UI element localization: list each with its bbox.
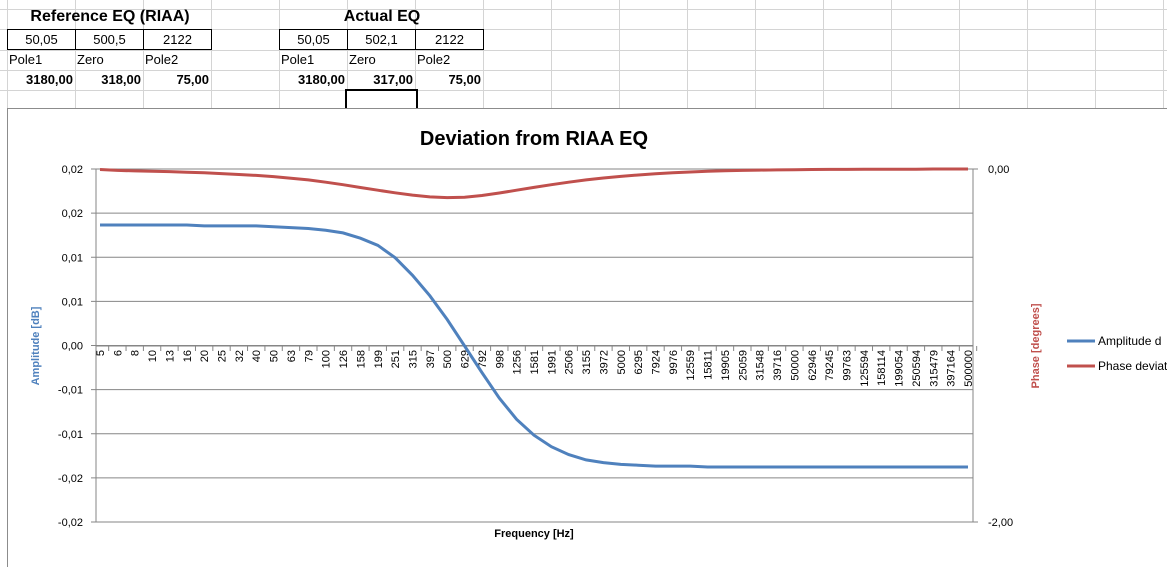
- y-tick-label: -0,02: [58, 517, 83, 529]
- x-tick-label: 62946: [807, 350, 819, 381]
- x-tick-label: 792: [477, 350, 489, 368]
- x-axis-title: Frequency [Hz]: [494, 528, 574, 540]
- x-tick-label: 397: [425, 350, 437, 368]
- x-tick-label: 126: [338, 350, 350, 368]
- x-tick-label: 32: [234, 350, 246, 362]
- y-tick-label: 0,02: [62, 164, 83, 176]
- x-tick-label: 199: [373, 350, 385, 368]
- x-tick-label: 16: [182, 350, 194, 362]
- x-tick-label: 50: [269, 350, 281, 362]
- actual-pole2-frequency[interactable]: 2122: [415, 29, 484, 50]
- reference-zero-timeconstant[interactable]: 318,00: [101, 72, 141, 87]
- x-tick-label: 500000: [963, 350, 975, 387]
- y2-tick-label: -2,00: [988, 517, 1013, 529]
- x-tick-label: 100: [321, 350, 333, 368]
- x-tick-label: 19905: [720, 350, 732, 381]
- x-tick-label: 79245: [824, 350, 836, 381]
- x-tick-label: 1256: [512, 350, 524, 374]
- x-tick-label: 6295: [633, 350, 645, 374]
- reference-eq-title[interactable]: Reference EQ (RIAA): [30, 8, 190, 25]
- reference-pole1-frequency[interactable]: 50,05: [7, 29, 76, 50]
- chart-title: Deviation from RIAA EQ: [420, 128, 648, 150]
- actual-eq-title[interactable]: Actual EQ: [343, 8, 421, 25]
- x-tick-label: 1581: [529, 350, 541, 374]
- reference-pole2-label[interactable]: Pole2: [145, 52, 179, 67]
- x-tick-label: 1991: [546, 350, 558, 374]
- actual-zero-label[interactable]: Zero: [349, 52, 376, 67]
- reference-zero-frequency[interactable]: 500,5: [75, 29, 144, 50]
- y-tick-label: 0,02: [62, 208, 83, 220]
- y-tick-label: -0,01: [58, 385, 83, 397]
- amplitude-deviation-line: [100, 223, 968, 469]
- y2-tick-label: 0,00: [988, 164, 1009, 176]
- reference-zero-label[interactable]: Zero: [77, 52, 104, 67]
- x-tick-label: 8: [130, 350, 142, 356]
- y-tick-label: 0,01: [62, 252, 83, 264]
- reference-pole2-timeconstant[interactable]: 75,00: [176, 72, 209, 87]
- deviation-chart: 0,02 0,02 0,01 0,01 0,00 -0,01 -0,01 -0,02 -0,02…: [30, 128, 1167, 540]
- x-tick-label: 3972: [598, 350, 610, 374]
- y-tick-label: 0,01: [62, 296, 83, 308]
- actual-zero-timeconstant[interactable]: 317,00: [373, 72, 413, 87]
- x-tick-label: 500: [442, 350, 454, 368]
- x-tick-label: 315479: [928, 350, 940, 387]
- x-tick-label: 158: [355, 350, 367, 368]
- actual-pole1-label[interactable]: Pole1: [281, 52, 315, 67]
- x-tick-label: 3155: [581, 350, 593, 374]
- x-tick-label: 25: [217, 350, 229, 362]
- reference-pole2-frequency[interactable]: 2122: [143, 29, 212, 50]
- y2-axis-title: Phase [degrees]: [1030, 303, 1042, 388]
- x-tick-label: 5000: [616, 350, 628, 374]
- x-tick-label: 315: [407, 350, 419, 368]
- x-tick-label: 31548: [755, 350, 767, 381]
- x-tick-label: 40: [251, 350, 263, 362]
- x-tick-label: 12559: [685, 350, 697, 381]
- x-tick-label: 63: [286, 350, 298, 362]
- x-tick-label: 13: [164, 350, 176, 362]
- reference-pole1-timeconstant[interactable]: 3180,00: [26, 72, 73, 87]
- x-tick-label: 251: [390, 350, 402, 368]
- actual-pole1-frequency[interactable]: 50,05: [279, 29, 348, 50]
- x-tick-label: 15811: [703, 350, 715, 380]
- x-tick-label: 99763: [841, 350, 853, 381]
- x-tick-label: 25059: [737, 350, 749, 381]
- actual-pole1-timeconstant[interactable]: 3180,00: [298, 72, 345, 87]
- actual-pole2-label[interactable]: Pole2: [417, 52, 451, 67]
- x-tick-label: 998: [494, 350, 506, 368]
- x-tick-label: 6: [112, 350, 124, 356]
- actual-pole2-timeconstant[interactable]: 75,00: [448, 72, 481, 87]
- reference-pole1-label[interactable]: Pole1: [9, 52, 43, 67]
- y-tick-label: 0,00: [62, 341, 83, 353]
- y-axis-title: Amplitude [dB]: [30, 306, 42, 385]
- chart-object[interactable]: 0,02 0,02 0,01 0,01 0,00 -0,01 -0,01 -0,02 -0,02…: [7, 108, 1167, 567]
- x-tick-label: 9976: [668, 350, 680, 374]
- x-tick-label: 250594: [911, 350, 923, 387]
- x-tick-label: 158114: [876, 350, 888, 386]
- y-tick-label: -0,01: [58, 429, 83, 441]
- x-tick-label: 397164: [946, 350, 958, 387]
- x-tick-label: 50000: [789, 350, 801, 381]
- legend-amplitude-label: Amplitude d: [1098, 334, 1161, 348]
- x-tick-label: 199054: [894, 350, 906, 387]
- legend-phase-label: Phase deviat: [1098, 359, 1167, 373]
- x-tick-label: 20: [199, 350, 211, 362]
- y-tick-label: -0,02: [58, 473, 83, 485]
- x-tick-label: 7924: [651, 350, 663, 374]
- x-tick-label: 2506: [564, 350, 576, 374]
- x-tick-label: 5: [95, 350, 107, 356]
- phase-deviation-line: [99, 167, 968, 200]
- x-tick-label: 125594: [859, 350, 871, 387]
- x-tick-label: 10: [147, 350, 159, 362]
- actual-zero-frequency[interactable]: 502,1: [347, 29, 416, 50]
- x-tick-label: 39716: [772, 350, 784, 381]
- x-tick-label: 79: [303, 350, 315, 362]
